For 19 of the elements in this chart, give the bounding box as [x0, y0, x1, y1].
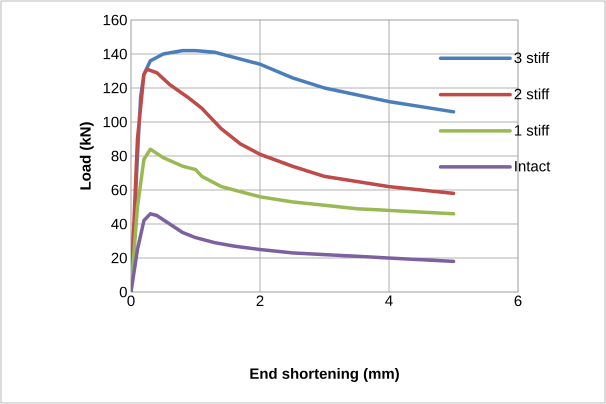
y-tick-label: 40 — [111, 218, 127, 230]
x-tick-label: 0 — [127, 296, 135, 306]
y-tick-label: 160 — [104, 14, 127, 26]
legend-label: 1 stiff — [514, 124, 550, 136]
x-axis-title: End shortening (mm) — [250, 368, 399, 382]
y-axis-title: Load (kN) — [80, 122, 94, 190]
y-tick-label: 120 — [104, 82, 127, 94]
y-tick-label: 100 — [104, 116, 127, 128]
y-tick-label: 20 — [112, 252, 127, 264]
y-tick-label: 0 — [120, 286, 127, 298]
y-tick-label: 60 — [112, 184, 127, 196]
y-tick-label: 140 — [104, 48, 127, 60]
legend-label: Intact — [515, 161, 550, 172]
x-tick-label: 2 — [256, 296, 264, 306]
x-tick-label: 4 — [385, 296, 393, 306]
legend-label: 2 stiff — [514, 88, 550, 100]
x-tick-label: 6 — [514, 296, 522, 306]
y-tick-label: 80 — [112, 150, 127, 162]
legend-label: 3 stiff — [514, 52, 550, 64]
